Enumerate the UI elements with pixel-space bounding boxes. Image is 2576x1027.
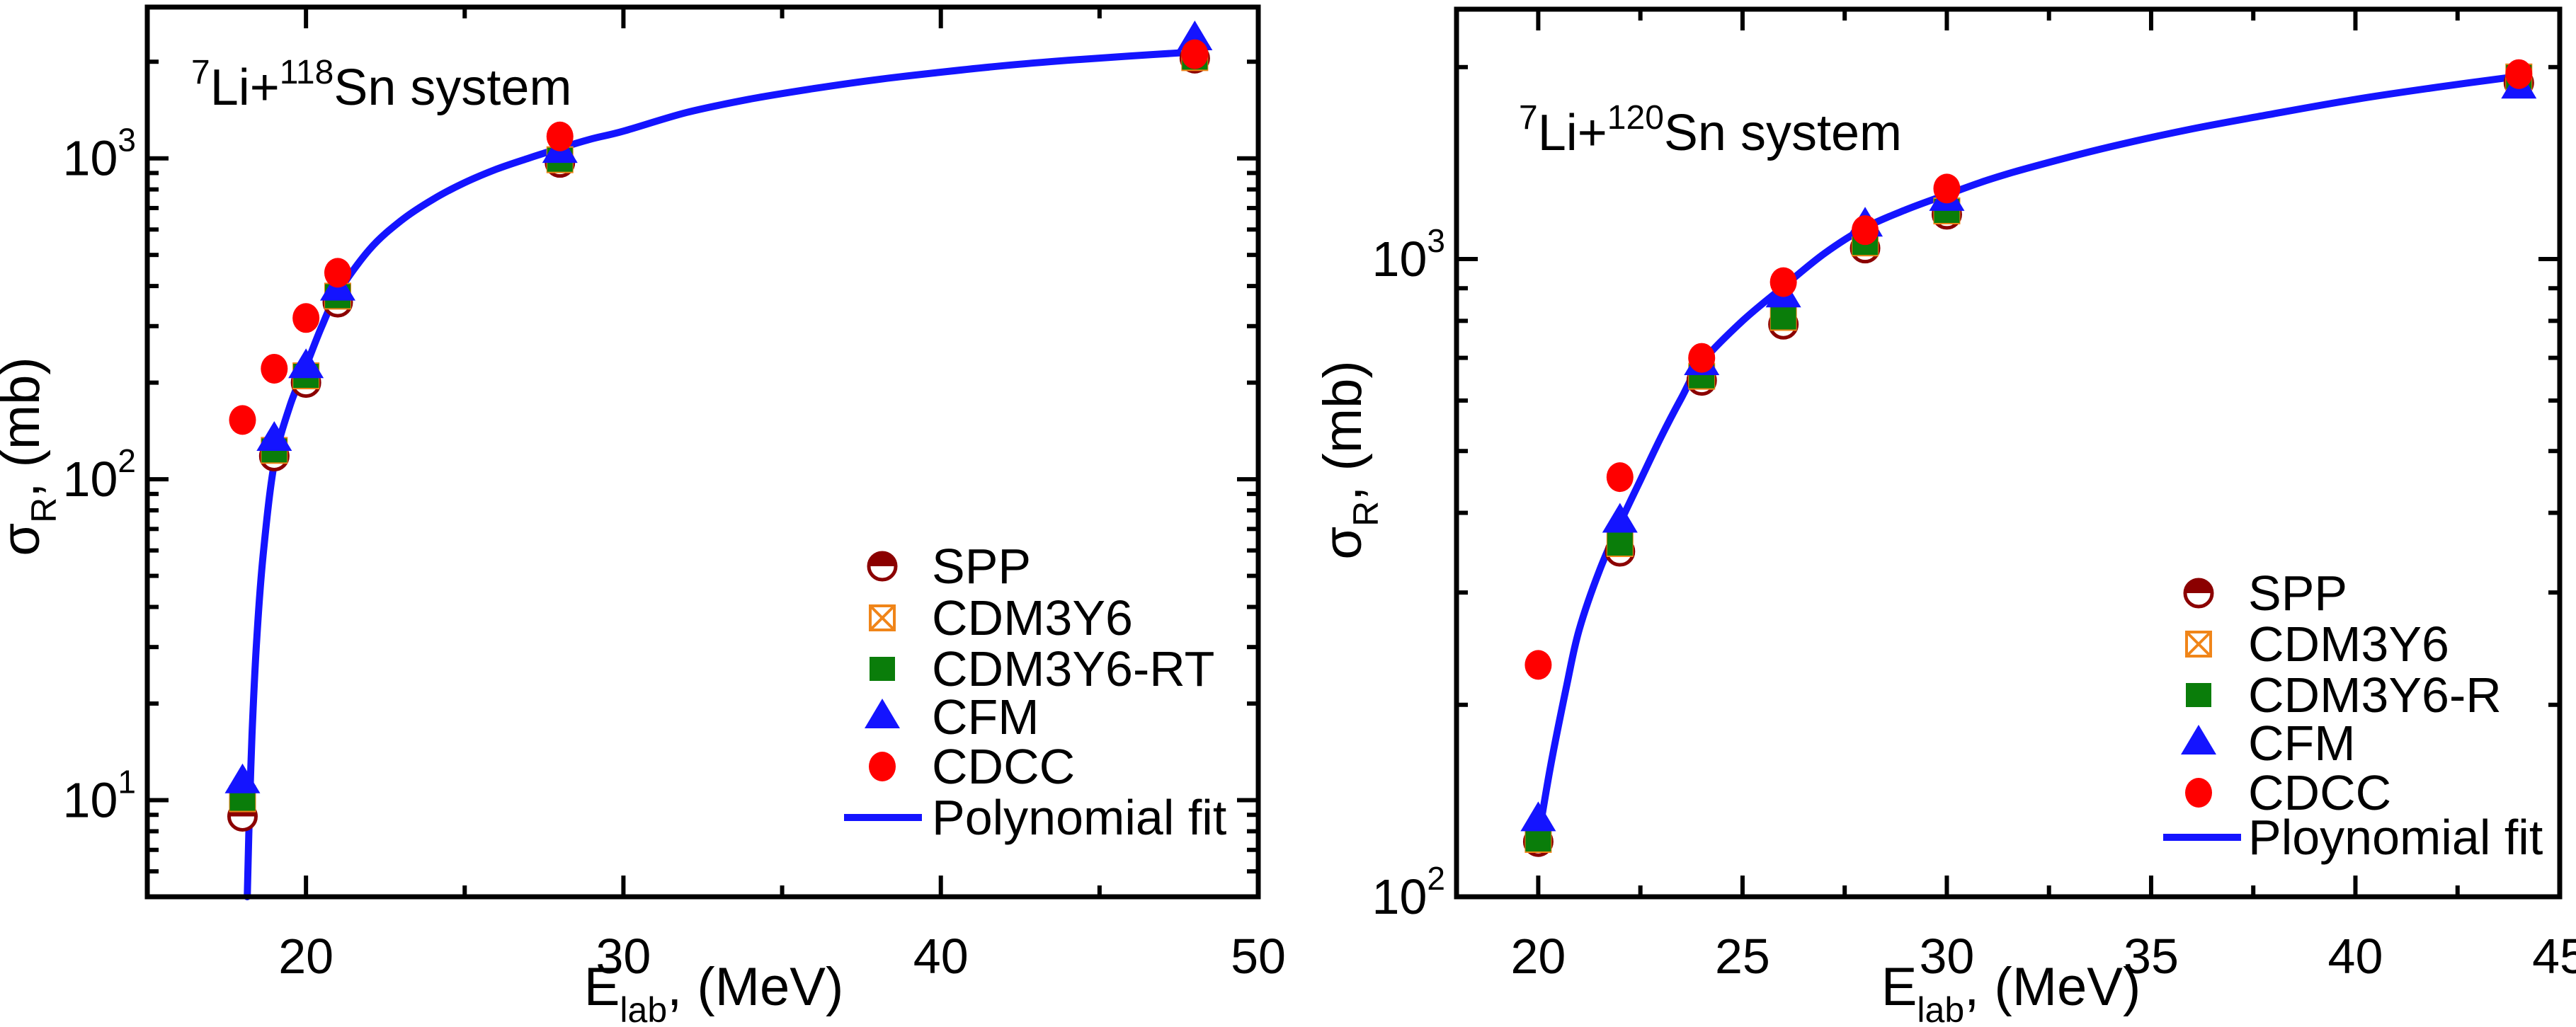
- legend-label: CDCC: [932, 739, 1075, 794]
- series-CDM3Y6-R: [1525, 64, 2532, 851]
- y-axis-label: σR, (mb): [1313, 360, 1386, 559]
- legend-item-CDM3Y6: CDM3Y6: [2185, 616, 2449, 672]
- x-tick-label: 40: [913, 929, 969, 984]
- series-CDM3Y6: [1524, 63, 2533, 853]
- x-tick-label: 30: [595, 929, 651, 984]
- x-tick-labels: 20 30 40 50: [278, 929, 1286, 984]
- axis-ticks: [147, 7, 1258, 897]
- y-tick-labels: 101 102 103: [63, 122, 136, 828]
- legend-item-CDM3Y6-RT: CDM3Y6-RT: [870, 641, 1214, 696]
- legend-item-SPP: SPP: [867, 539, 1031, 594]
- x-tick-label: 20: [1510, 929, 1566, 984]
- legend-item-CDM3Y6: CDM3Y6: [869, 590, 1133, 646]
- y-tick-label: 102: [1372, 860, 1445, 924]
- legend-label: Polynomial fit: [932, 790, 1226, 845]
- legend-item-fit: Ploynomial fit: [2163, 810, 2543, 865]
- fit-curve: [1532, 72, 2523, 855]
- legend-label: CDCC: [2248, 765, 2391, 820]
- x-axis-label: Elab, (MeV): [584, 957, 844, 1027]
- x-tick-label: 30: [1920, 929, 1975, 984]
- x-tick-label: 25: [1715, 929, 1770, 984]
- legend-label: SPP: [2248, 566, 2347, 621]
- legend-item-CDCC: CDCC: [869, 739, 1075, 794]
- series-SPP: [227, 42, 1210, 832]
- legend-item-CFM: CFM: [865, 689, 1039, 745]
- chart-li118sn: 20 30 40 50 101 102 103 7​Li+118​Sn system Elab,…: [0, 4, 1286, 1027]
- x-tick-label: 20: [278, 929, 334, 984]
- y-tick-label: 103: [63, 122, 136, 186]
- series-SPP: [1522, 67, 2534, 857]
- x-tick-label: 40: [2328, 929, 2383, 984]
- legend-label: CDM3Y6: [2248, 616, 2449, 672]
- legend-label: CFM: [932, 689, 1039, 745]
- legend-label: SPP: [932, 539, 1031, 594]
- legend-label: CDM3Y6: [932, 590, 1133, 646]
- x-tick-labels: 20 25 30 35 40 45: [1510, 929, 2576, 984]
- x-tick-label: 45: [2532, 929, 2576, 984]
- y-axis-label: σR, (mb): [0, 357, 64, 556]
- axis-ticks: [1457, 9, 2560, 897]
- chart-li120sn: 20 25 30 35 40 45 102 103 7​Li+120​Sn system Elab…: [1313, 6, 2576, 1027]
- y-tick-labels: 102 103: [1372, 222, 1445, 924]
- legend-item-CFM: CFM: [2181, 716, 2356, 771]
- series-CDCC: [1524, 59, 2533, 680]
- x-tick-label: 50: [1231, 929, 1286, 984]
- y-tick-label: 102: [63, 442, 136, 507]
- legend-item-CDM3Y6-R: CDM3Y6-R: [2186, 667, 2502, 723]
- x-tick-label: 35: [2124, 929, 2179, 984]
- x-axis-label: Elab, (MeV): [1881, 957, 2141, 1027]
- y-tick-label: 101: [63, 764, 136, 828]
- legend-label: CDM3Y6-RT: [932, 641, 1214, 696]
- fit-curve: [244, 48, 1199, 900]
- legend-item-SPP: SPP: [2183, 566, 2347, 621]
- legend-item-CDCC: CDCC: [2185, 765, 2391, 820]
- y-tick-label: 103: [1372, 222, 1445, 287]
- legend-label: CDM3Y6-R: [2248, 667, 2502, 723]
- plot-frame: [144, 4, 1261, 900]
- legend-label: Ploynomial fit: [2248, 810, 2543, 865]
- legend-item-fit: Polynomial fit: [844, 790, 1226, 845]
- chart-title: 7​Li+118​Sn system: [191, 54, 571, 116]
- plot-frame: [1454, 6, 2563, 900]
- chart-title: 7​Li+120​Sn system: [1519, 99, 1902, 161]
- series-CDCC: [229, 39, 1209, 435]
- legend-label: CFM: [2248, 716, 2356, 771]
